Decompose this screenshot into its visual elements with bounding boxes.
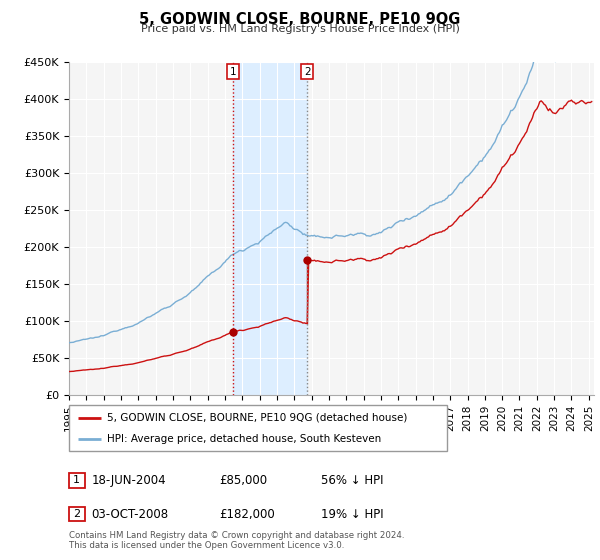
Text: 03-OCT-2008: 03-OCT-2008 <box>91 507 169 521</box>
Text: 1: 1 <box>73 475 80 486</box>
Text: 5, GODWIN CLOSE, BOURNE, PE10 9QG (detached house): 5, GODWIN CLOSE, BOURNE, PE10 9QG (detac… <box>107 413 407 423</box>
Text: £85,000: £85,000 <box>219 474 267 487</box>
Text: Price paid vs. HM Land Registry's House Price Index (HPI): Price paid vs. HM Land Registry's House … <box>140 24 460 34</box>
Text: HPI: Average price, detached house, South Kesteven: HPI: Average price, detached house, Sout… <box>107 435 381 444</box>
Text: 1: 1 <box>230 67 236 77</box>
Text: 56% ↓ HPI: 56% ↓ HPI <box>321 474 383 487</box>
Text: £182,000: £182,000 <box>219 507 275 521</box>
Text: 2: 2 <box>73 509 80 519</box>
Text: 2: 2 <box>304 67 311 77</box>
Bar <box>233 62 307 395</box>
Text: 19% ↓ HPI: 19% ↓ HPI <box>321 507 383 521</box>
Text: 18-JUN-2004: 18-JUN-2004 <box>91 474 166 487</box>
Text: 5, GODWIN CLOSE, BOURNE, PE10 9QG: 5, GODWIN CLOSE, BOURNE, PE10 9QG <box>139 12 461 27</box>
Text: Contains HM Land Registry data © Crown copyright and database right 2024.
This d: Contains HM Land Registry data © Crown c… <box>69 530 404 550</box>
